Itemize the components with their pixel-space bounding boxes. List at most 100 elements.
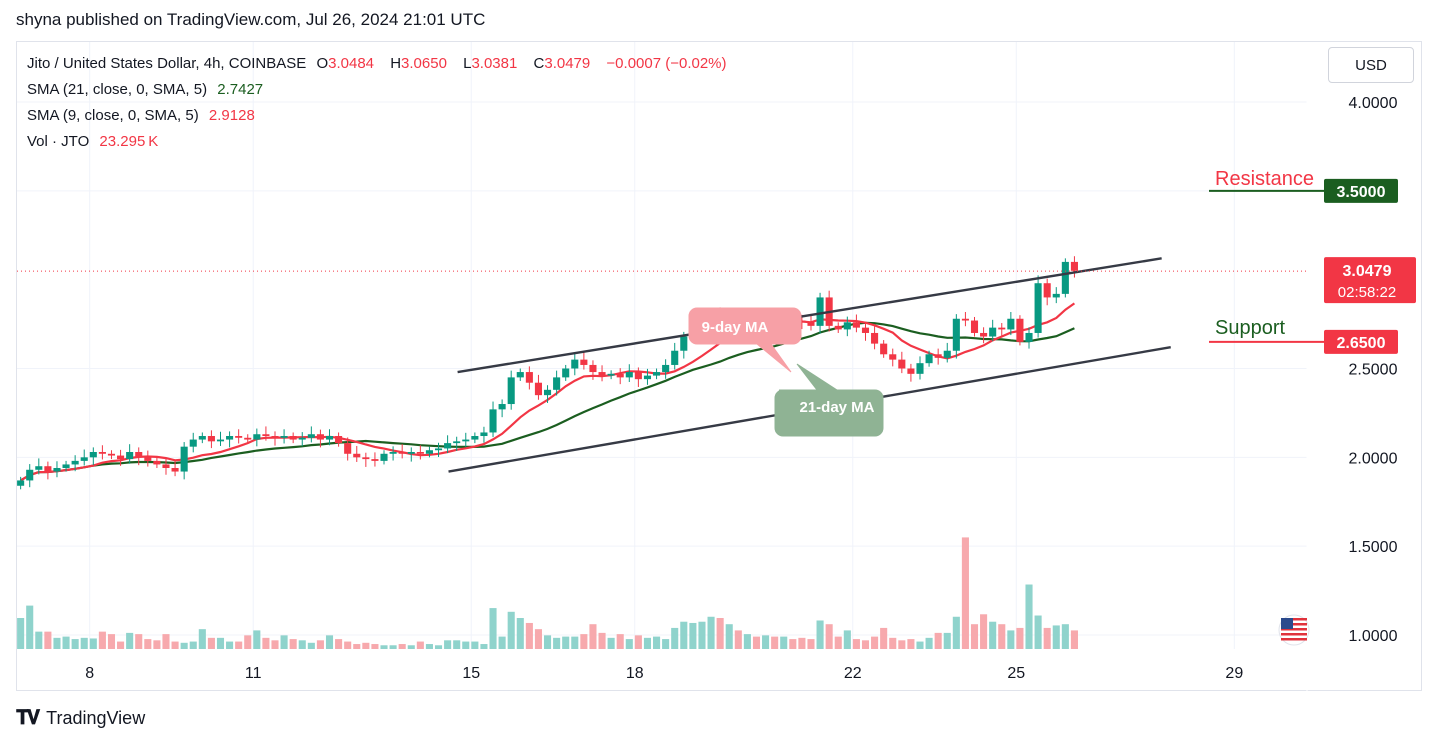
candle-body[interactable] (589, 364, 597, 373)
volume-bar[interactable] (716, 618, 724, 649)
candle-body[interactable] (107, 453, 116, 456)
volume-bar[interactable] (989, 621, 997, 649)
volume-bar[interactable] (507, 611, 515, 649)
candle-body[interactable] (871, 332, 879, 344)
candle-body[interactable] (416, 452, 424, 454)
volume-legend[interactable]: Vol · JTO 23.295 K (27, 133, 164, 150)
volume-bar[interactable] (925, 637, 933, 649)
volume-bar[interactable] (298, 640, 306, 649)
candle-body[interactable] (344, 443, 352, 454)
channel-upper-line[interactable] (457, 257, 1162, 374)
candle-body[interactable] (98, 452, 106, 454)
candle-body[interactable] (989, 327, 997, 337)
current-price-badge[interactable] (1324, 257, 1416, 304)
candle-body[interactable] (407, 452, 415, 454)
volume-bar[interactable] (17, 618, 25, 649)
candle-body[interactable] (952, 318, 960, 351)
volume-bar[interactable] (80, 637, 88, 649)
tradingview-footer[interactable]: 𝐓𝐕 TradingView (16, 707, 145, 730)
volume-bar[interactable] (389, 645, 397, 649)
volume-bar[interactable] (598, 632, 606, 649)
volume-bar[interactable] (44, 631, 52, 649)
candle-body[interactable] (1016, 318, 1024, 342)
resistance-price-badge[interactable] (1324, 178, 1398, 203)
volume-bar[interactable] (498, 636, 506, 649)
candle-body[interactable] (1070, 261, 1078, 271)
candle-body[interactable] (598, 372, 606, 376)
volume-bar[interactable] (425, 644, 433, 649)
candle-body[interactable] (53, 467, 61, 472)
volume-bar[interactable] (752, 636, 761, 649)
volume-bar[interactable] (416, 641, 424, 649)
volume-bar[interactable] (98, 631, 106, 649)
volume-bar[interactable] (489, 608, 497, 649)
volume-bar[interactable] (516, 618, 524, 649)
volume-bar[interactable] (453, 640, 461, 649)
candle-body[interactable] (798, 320, 806, 323)
candle-body[interactable] (126, 452, 134, 460)
candle-body[interactable] (861, 327, 870, 333)
candle-body[interactable] (189, 439, 197, 447)
candle-body[interactable] (1034, 283, 1042, 333)
volume-bar[interactable] (207, 637, 215, 649)
sma21-line[interactable] (20, 321, 1075, 482)
candle-body[interactable] (316, 434, 324, 440)
volume-bar[interactable] (771, 636, 779, 649)
candle-body[interactable] (89, 452, 97, 458)
candle-body[interactable] (571, 359, 579, 369)
volume-bar[interactable] (698, 621, 706, 649)
candle-body[interactable] (489, 409, 497, 433)
candle-body[interactable] (425, 450, 433, 454)
volume-bar[interactable] (271, 640, 279, 649)
candle-body[interactable] (162, 464, 170, 468)
volume-bar[interactable] (1061, 624, 1069, 649)
candle-body[interactable] (117, 455, 125, 460)
volume-bar[interactable] (643, 637, 652, 649)
volume-bar[interactable] (226, 641, 234, 649)
volume-bar[interactable] (952, 616, 960, 649)
volume-bar[interactable] (216, 637, 225, 649)
volume-bar[interactable] (198, 629, 206, 649)
support-price-badge[interactable] (1324, 329, 1398, 354)
volume-bar[interactable] (171, 641, 179, 649)
candle-body[interactable] (135, 452, 143, 458)
candle-body[interactable] (389, 452, 397, 454)
volume-bar[interactable] (980, 614, 988, 649)
volume-bar[interactable] (634, 635, 642, 649)
volume-bar[interactable] (880, 627, 888, 649)
volume-bar[interactable] (117, 641, 125, 649)
candle-body[interactable] (807, 322, 815, 326)
volume-bar[interactable] (307, 642, 315, 649)
volume-bar[interactable] (762, 635, 770, 649)
volume-bar[interactable] (325, 635, 334, 649)
volume-bar[interactable] (607, 637, 615, 649)
volume-bar[interactable] (89, 638, 97, 649)
volume-bar[interactable] (816, 620, 824, 649)
candle-body[interactable] (671, 350, 679, 365)
candle-body[interactable] (653, 372, 661, 376)
candle-body[interactable] (462, 439, 470, 442)
volume-bar[interactable] (1034, 615, 1042, 649)
candle-body[interactable] (834, 325, 842, 330)
volume-bar[interactable] (480, 644, 488, 649)
candle-body[interactable] (580, 359, 588, 365)
chart-panel[interactable]: 9-day MA 21-day MA Resistance 3.5000 Support… (16, 41, 1422, 692)
candle-body[interactable] (180, 446, 188, 472)
candle-body[interactable] (353, 453, 361, 458)
volume-bar[interactable] (680, 621, 688, 649)
volume-bar[interactable] (571, 636, 579, 649)
volume-bar[interactable] (662, 639, 670, 649)
candle-body[interactable] (634, 372, 642, 380)
volume-bar[interactable] (725, 624, 733, 649)
volume-bar[interactable] (235, 641, 243, 649)
candle-body[interactable] (35, 466, 43, 470)
candle-body[interactable] (898, 359, 906, 369)
volume-bar[interactable] (362, 642, 370, 649)
volume-bar[interactable] (398, 644, 406, 649)
candle-body[interactable] (17, 480, 25, 486)
volume-bar[interactable] (1016, 627, 1024, 649)
candle-body[interactable] (543, 389, 552, 396)
candle-body[interactable] (307, 434, 315, 438)
volume-bar[interactable] (943, 632, 951, 649)
candle-body[interactable] (970, 320, 979, 333)
